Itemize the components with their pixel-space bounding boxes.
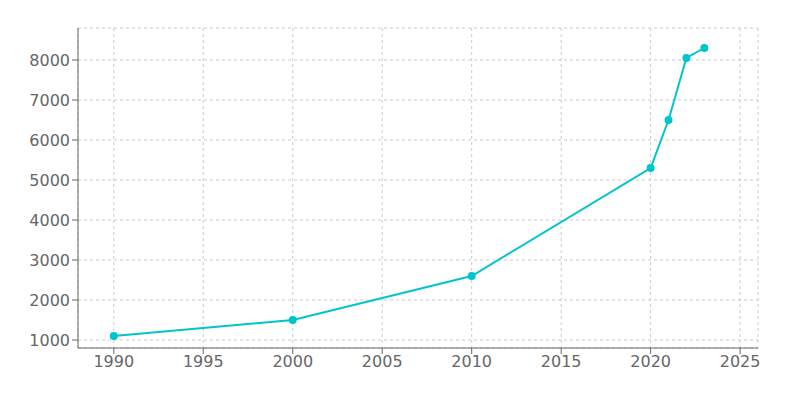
svg-text:2015: 2015 (541, 352, 582, 371)
svg-text:1990: 1990 (93, 352, 134, 371)
svg-text:5000: 5000 (29, 171, 70, 190)
svg-text:4000: 4000 (29, 211, 70, 230)
svg-text:1995: 1995 (183, 352, 224, 371)
svg-text:6000: 6000 (29, 131, 70, 150)
svg-text:3000: 3000 (29, 251, 70, 270)
svg-text:7000: 7000 (29, 91, 70, 110)
svg-text:1000: 1000 (29, 331, 70, 350)
svg-text:2010: 2010 (451, 352, 492, 371)
svg-text:2025: 2025 (720, 352, 761, 371)
svg-text:2020: 2020 (630, 352, 671, 371)
svg-text:2000: 2000 (272, 352, 313, 371)
svg-text:2005: 2005 (362, 352, 403, 371)
svg-text:8000: 8000 (29, 51, 70, 70)
svg-text:2000: 2000 (29, 291, 70, 310)
